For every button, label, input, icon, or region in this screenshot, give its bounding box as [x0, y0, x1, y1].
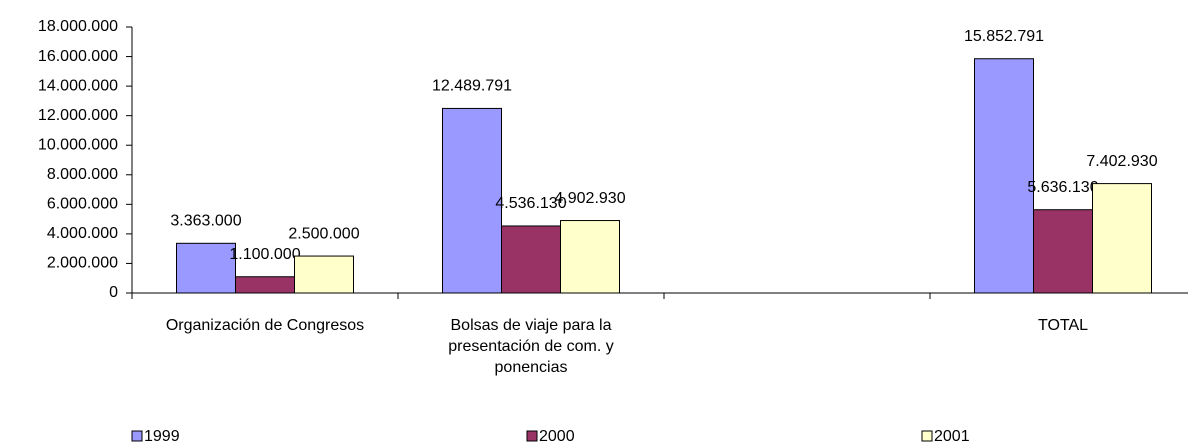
x-tick-label: TOTAL — [1037, 317, 1089, 334]
legend-label: 2001 — [934, 428, 970, 444]
y-tick-label: 2.000.000 — [47, 255, 118, 272]
legend-swatch — [131, 430, 143, 442]
legend-label: 2000 — [539, 428, 575, 444]
y-tick-label: 14.000.000 — [38, 77, 118, 94]
bar — [501, 225, 561, 294]
x-tick-label: Organización de Congresos — [165, 317, 365, 334]
y-tick-label: 12.000.000 — [38, 107, 118, 124]
y-tick-label: 0 — [109, 284, 118, 301]
y-tick-label: 16.000.000 — [38, 48, 118, 65]
x-tick-label: Bolsas de viaje para la presentación de … — [448, 317, 614, 376]
bar — [442, 107, 502, 294]
y-tick-label: 18.000.000 — [38, 18, 118, 35]
data-label: 5.636.130 — [1027, 179, 1098, 196]
bar — [1092, 183, 1152, 294]
data-label: 7.402.930 — [1086, 153, 1157, 170]
bar — [974, 58, 1034, 294]
bar — [235, 276, 295, 294]
legend-label: 1999 — [144, 428, 180, 444]
data-label: 2.500.000 — [288, 225, 359, 242]
y-tick-label: 8.000.000 — [47, 166, 118, 183]
y-tick-label: 10.000.000 — [38, 136, 118, 153]
bar — [294, 255, 354, 294]
bar — [176, 242, 236, 294]
y-tick-label: 6.000.000 — [47, 196, 118, 213]
data-label: 3.363.000 — [170, 213, 241, 230]
legend-swatch — [526, 430, 538, 442]
data-label: 1.100.000 — [229, 246, 300, 263]
bar — [560, 220, 620, 294]
data-label: 4.902.930 — [554, 190, 625, 207]
y-tick-label: 4.000.000 — [47, 225, 118, 242]
data-label: 15.852.791 — [964, 28, 1044, 45]
legend-swatch — [921, 430, 933, 442]
bar — [1033, 209, 1093, 294]
data-label: 4.536.130 — [495, 195, 566, 212]
data-label: 12.489.791 — [432, 78, 512, 95]
